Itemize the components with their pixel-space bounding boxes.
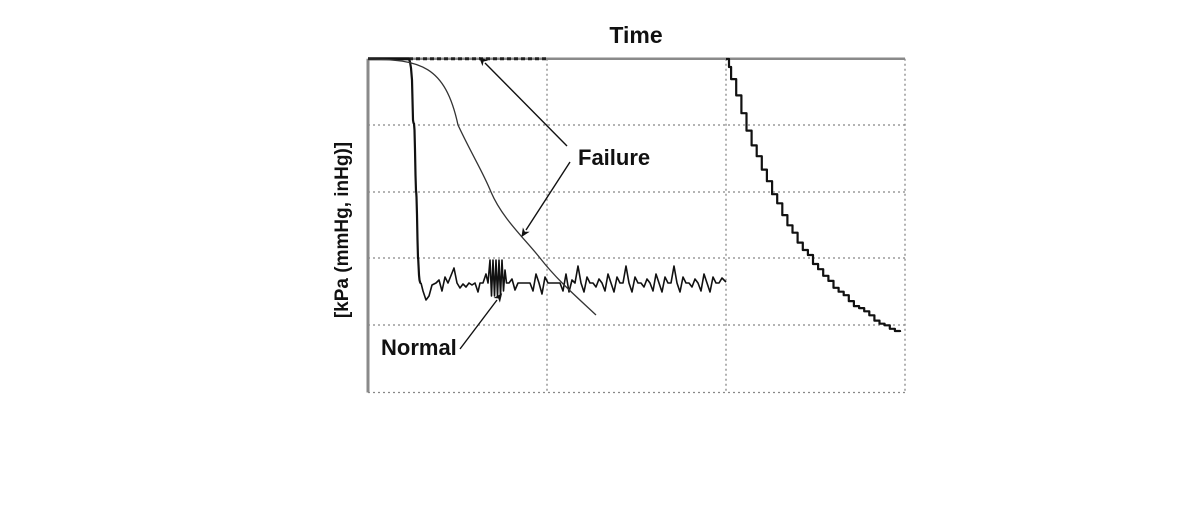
svg-text:Normal: Normal	[381, 335, 457, 360]
svg-text:Failure: Failure	[578, 145, 650, 170]
svg-text:[kPa (mmHg, inHg)]: [kPa (mmHg, inHg)]	[332, 142, 353, 318]
svg-text:Time: Time	[609, 22, 662, 48]
